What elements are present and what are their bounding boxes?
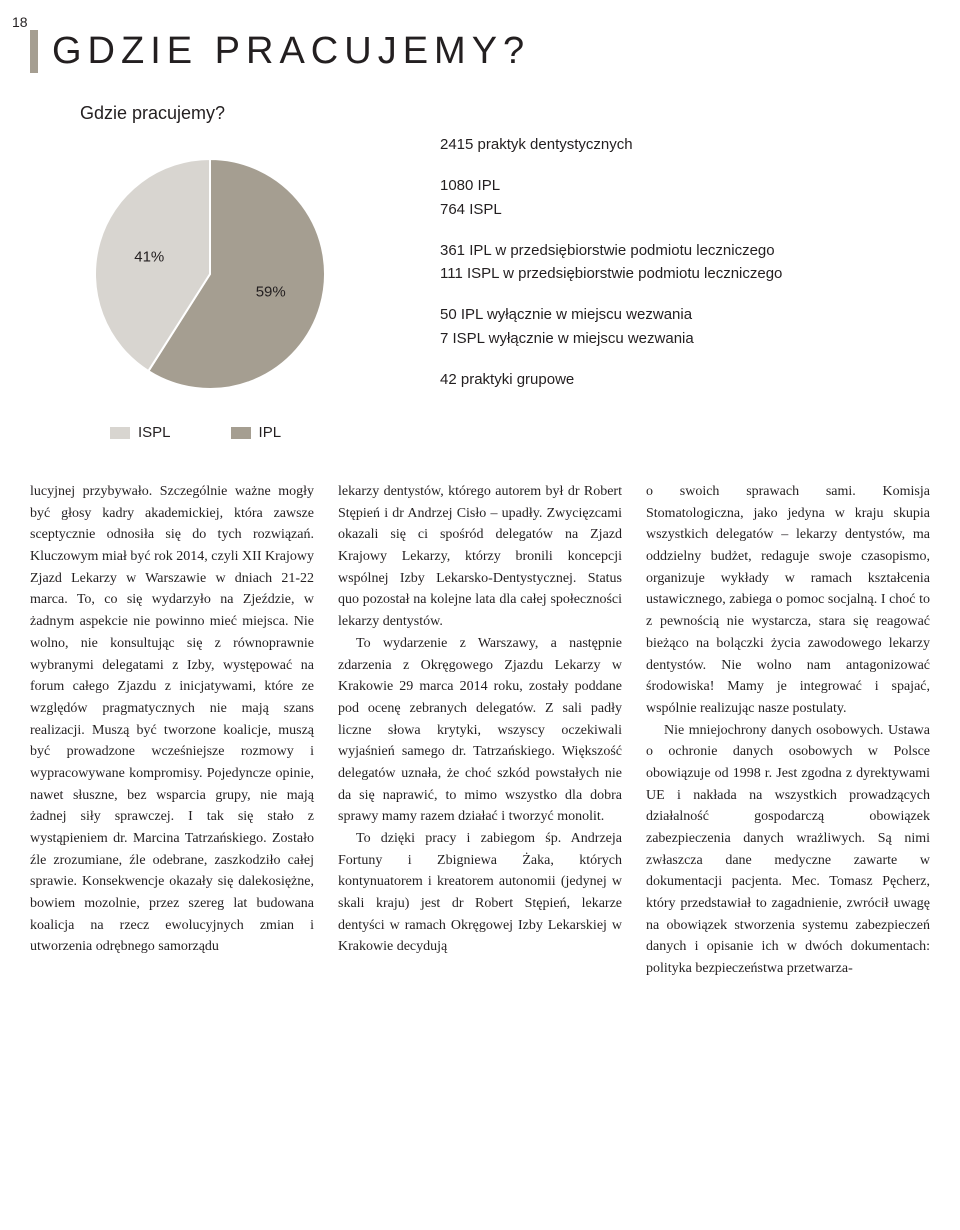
body-para: lekarzy dentystów, którego autorem był d…	[338, 481, 622, 633]
stats-line: 764 ISPL	[440, 198, 782, 221]
chart-stats: 2415 praktyk dentystycznych 1080 IPL 764…	[440, 103, 782, 409]
pie-chart: 59% 41%	[80, 144, 340, 404]
chart-block: Gdzie pracujemy? 59% 41% ISPL IPL 2415 pr…	[80, 103, 930, 441]
section-header: GDZIE PRACUJEMY?	[30, 30, 930, 73]
svg-text:59%: 59%	[256, 284, 286, 301]
stats-heading: 2415 praktyk dentystycznych	[440, 133, 782, 156]
body-para: To wydarzenie z Warszawy, a następnie zd…	[338, 633, 622, 828]
stats-group-4: 42 praktyki grupowe	[440, 368, 782, 391]
legend-swatch	[110, 427, 130, 439]
legend-item-ispl: ISPL	[110, 424, 171, 441]
stats-line: 111 ISPL w przedsiębiorstwie podmiotu le…	[440, 262, 782, 285]
stats-line: 1080 IPL	[440, 174, 782, 197]
stats-line: 50 IPL wyłącznie w miejscu wezwania	[440, 303, 782, 326]
stats-line: 361 IPL w przedsiębiorstwie podmiotu lec…	[440, 239, 782, 262]
body-para: o swoich sprawach sami. Komisja Stomatol…	[646, 481, 930, 720]
chart-subtitle: Gdzie pracujemy?	[80, 103, 440, 124]
svg-text:41%: 41%	[134, 248, 164, 265]
stats-group-2: 361 IPL w przedsiębiorstwie podmiotu lec…	[440, 239, 782, 286]
legend-swatch	[231, 427, 251, 439]
body-para: To dzięki pracy i zabiegom śp. Andrzeja …	[338, 828, 622, 958]
body-para: Nie mniejochrony danych osobowych. Ustaw…	[646, 720, 930, 980]
stats-group-1: 1080 IPL 764 ISPL	[440, 174, 782, 221]
chart-legend: ISPL IPL	[110, 424, 440, 441]
stats-line: 42 praktyki grupowe	[440, 368, 782, 391]
stats-group-3: 50 IPL wyłącznie w miejscu wezwania 7 IS…	[440, 303, 782, 350]
page-number: 18	[12, 14, 28, 30]
body-columns: lucyjnej przybywało. Szczególnie ważne m…	[30, 481, 930, 980]
main-title: GDZIE PRACUJEMY?	[52, 30, 930, 73]
legend-item-ipl: IPL	[231, 424, 282, 441]
legend-label: ISPL	[138, 424, 171, 441]
body-para: lucyjnej przybywało. Szczególnie ważne m…	[30, 481, 314, 958]
legend-label: IPL	[259, 424, 282, 441]
stats-line: 7 ISPL wyłącznie w miejscu wezwania	[440, 327, 782, 350]
